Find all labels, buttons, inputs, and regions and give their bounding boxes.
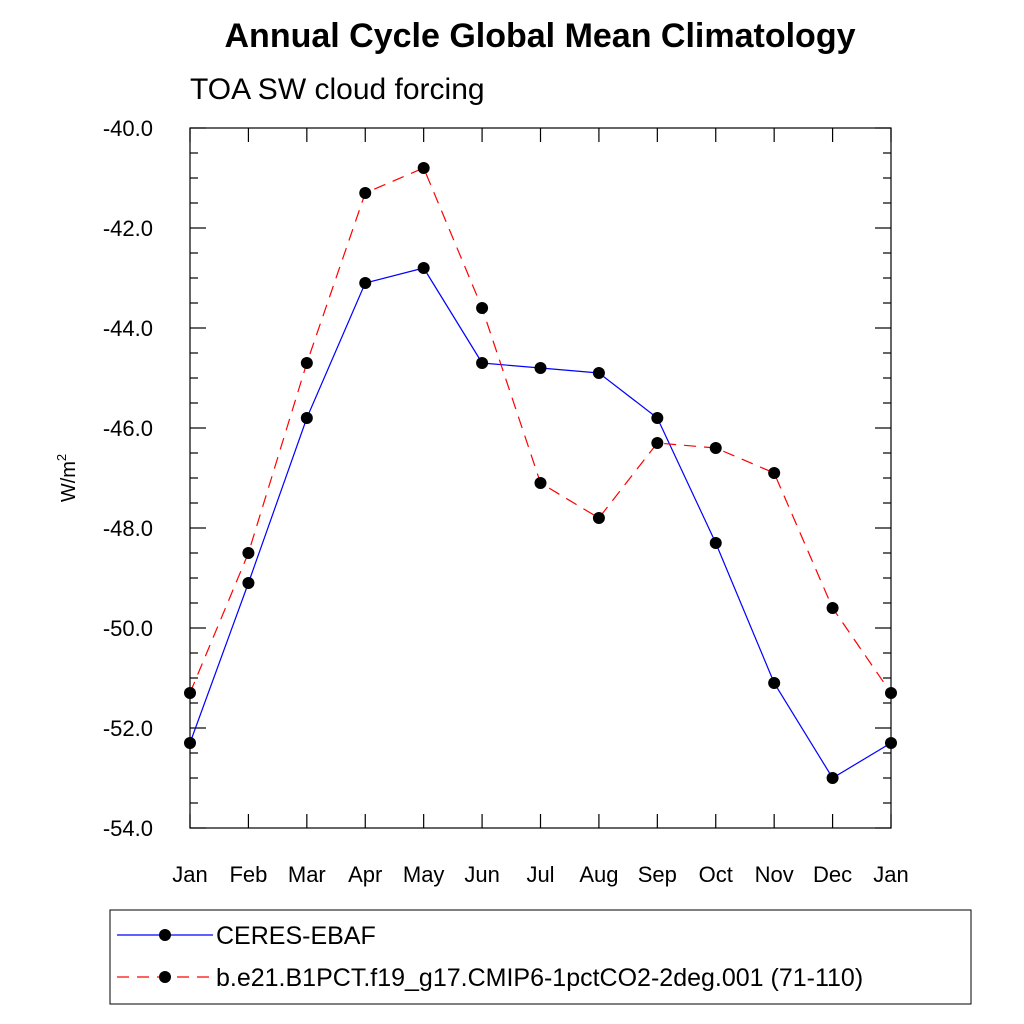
x-tick-label: Jul	[526, 862, 554, 887]
x-tick-label: Nov	[755, 862, 794, 887]
y-tick-label: -48.0	[103, 516, 153, 541]
y-axis-label: W/m2	[54, 454, 80, 502]
y-tick-labels: -40.0 -42.0 -44.0 -46.0 -48.0 -50.0 -52.0 -54.0	[103, 116, 153, 841]
x-tick-labels: Jan Feb Mar Apr May Jun Jul Aug Sep Oct Nov Dec Jan	[172, 862, 908, 887]
data-point-series-1	[300, 412, 313, 424]
series-line-1	[189, 267, 892, 779]
data-point-series-1	[768, 677, 781, 689]
x-tick-label: Feb	[229, 862, 267, 887]
legend-items: CERES-EBAF b.e21.B1PCT.f19_g17.CMIP6-1pct…	[117, 922, 863, 992]
y-tick-label: -54.0	[103, 816, 153, 841]
data-point-series-1	[826, 772, 839, 784]
legend-box	[109, 909, 972, 1005]
data-point-series-1	[476, 357, 489, 369]
series-layer	[184, 162, 897, 784]
data-point-series-2	[359, 187, 372, 199]
x-tick-label: Dec	[813, 862, 852, 887]
x-tick-label: May	[403, 862, 445, 887]
x-tick-label: Jan	[172, 862, 207, 887]
y-tick-label: -46.0	[103, 416, 153, 441]
y-tick-label: -40.0	[103, 116, 153, 141]
y-tick-label: -42.0	[103, 216, 153, 241]
series-line-2	[189, 167, 892, 694]
data-point-series-1	[651, 412, 664, 424]
legend-marker-2	[159, 971, 171, 983]
data-point-series-1	[885, 737, 897, 749]
data-point-series-2	[476, 302, 489, 314]
data-point-series-1	[184, 737, 196, 749]
data-point-series-1	[242, 577, 255, 589]
legend-label-1: CERES-EBAF	[216, 922, 376, 950]
chart-title: Annual Cycle Global Mean Climatology	[225, 17, 856, 55]
x-tick-label: Apr	[348, 862, 382, 887]
data-point-series-2	[826, 602, 839, 614]
legend-label-2: b.e21.B1PCT.f19_g17.CMIP6-1pctCO2-2deg.0…	[216, 964, 863, 992]
data-point-series-2	[651, 437, 664, 449]
x-tick-label: Jan	[873, 862, 908, 887]
data-point-series-2	[184, 687, 196, 699]
data-point-series-2	[300, 357, 313, 369]
y-tick-label: -44.0	[103, 316, 153, 341]
data-point-series-2	[768, 467, 781, 479]
y-tick-label: -52.0	[103, 716, 153, 741]
data-point-series-1	[359, 277, 372, 289]
y-axis-label-superscript: 2	[54, 454, 69, 461]
x-tick-label: Oct	[699, 862, 733, 887]
data-point-series-2	[592, 512, 605, 524]
axis-ticks	[189, 127, 892, 829]
y-tick-label: -50.0	[103, 616, 153, 641]
x-tick-label: Jun	[464, 862, 499, 887]
legend-marker-1	[159, 929, 171, 941]
data-point-series-2	[885, 687, 897, 699]
data-point-series-1	[592, 367, 605, 379]
x-tick-label: Sep	[638, 862, 677, 887]
x-tick-label: Mar	[288, 862, 326, 887]
data-point-series-2	[709, 442, 722, 454]
data-point-series-2	[417, 162, 430, 174]
data-point-series-2	[534, 477, 547, 489]
data-point-series-1	[417, 262, 430, 274]
data-point-series-1	[534, 362, 547, 374]
data-point-series-2	[242, 547, 255, 559]
chart-subtitle: TOA SW cloud forcing	[190, 73, 485, 106]
x-tick-label: Aug	[579, 862, 618, 887]
data-point-series-1	[709, 537, 722, 549]
legend: CERES-EBAF b.e21.B1PCT.f19_g17.CMIP6-1pct…	[109, 909, 972, 1005]
